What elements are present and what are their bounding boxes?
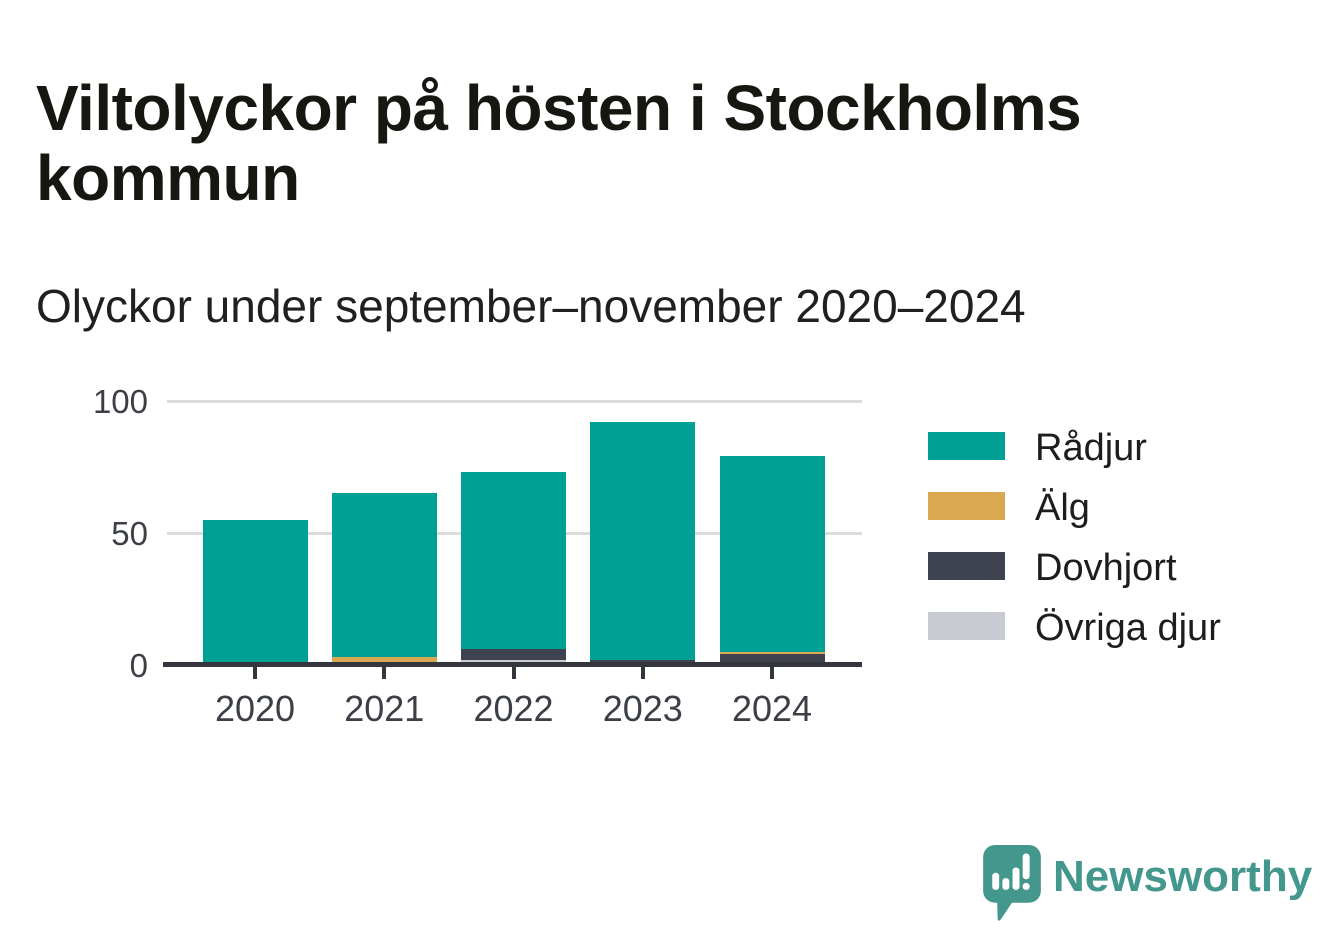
x-axis-line	[163, 662, 862, 667]
legend-swatch	[928, 432, 1005, 460]
chart-subtitle: Olyckor under september–november 2020–20…	[36, 280, 1026, 332]
newsworthy-logo-icon	[983, 845, 1041, 921]
x-axis-tick	[253, 667, 257, 679]
y-axis-tick-label: 0	[129, 647, 148, 684]
x-axis-label-2023: 2023	[602, 688, 683, 729]
x-axis-label-2020: 2020	[214, 688, 296, 729]
bar-2021-älg	[331, 657, 437, 665]
legend-label: Rådjur	[1035, 427, 1147, 469]
x-axis-label-2022: 2022	[473, 688, 554, 729]
x-axis-tick	[382, 667, 387, 679]
bar-2024-älg	[719, 651, 825, 655]
bar-2023-rådjur	[590, 422, 696, 660]
bar-2022-rådjur	[461, 472, 566, 650]
legend-label: Älg	[1035, 487, 1090, 529]
x-axis-tick	[640, 667, 645, 679]
x-axis-label-2024: 2024	[731, 688, 813, 729]
x-axis-tick	[511, 667, 516, 679]
bar-2024-dovhjort	[719, 654, 825, 665]
bar-2020-rådjur	[202, 519, 308, 663]
legend-swatch	[928, 552, 1005, 580]
chart-title: Viltolyckor på hösten i Stockholms kommu…	[36, 71, 1082, 214]
y-axis-tick-label: 50	[111, 515, 148, 552]
newsworthy-branding: Newsworthy	[983, 845, 1312, 925]
legend-swatch	[928, 492, 1005, 520]
bar-2024-rådjur	[719, 456, 825, 652]
x-axis-tick	[770, 667, 774, 679]
legend-label: Övriga djur	[1035, 607, 1221, 649]
legend-swatch	[928, 612, 1005, 640]
legend-label: Dovhjort	[1035, 547, 1177, 589]
bar-2021-rådjur	[331, 493, 437, 658]
y-axis-tick-label: 100	[92, 383, 148, 420]
bar-2022-dovhjort	[461, 649, 566, 660]
newsworthy-logo-text: Newsworthy	[1053, 852, 1313, 901]
x-axis-label-2021: 2021	[344, 688, 425, 729]
gridline-100	[167, 400, 862, 403]
